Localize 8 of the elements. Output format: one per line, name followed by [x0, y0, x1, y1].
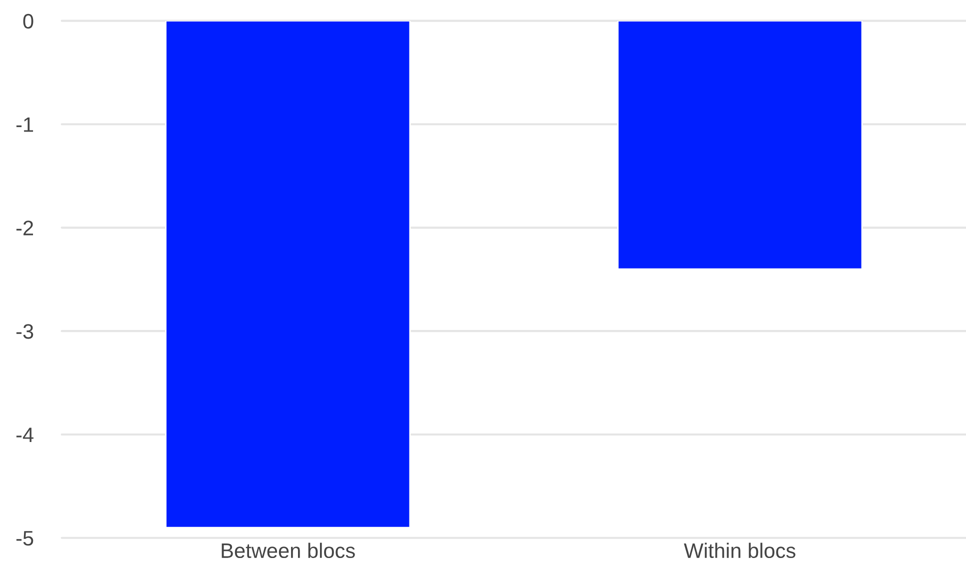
x-tick-label: Within blocs: [684, 542, 796, 558]
y-tick-label: -4: [16, 428, 34, 442]
y-tick-label: -1: [16, 117, 34, 132]
y-tick-label: -2: [16, 220, 33, 236]
y-tick-label: 0: [23, 14, 34, 29]
y-tick-label: -3: [16, 324, 34, 339]
y-tick-label: -5: [16, 531, 34, 546]
x-tick-label: Between blocs: [222, 542, 355, 558]
